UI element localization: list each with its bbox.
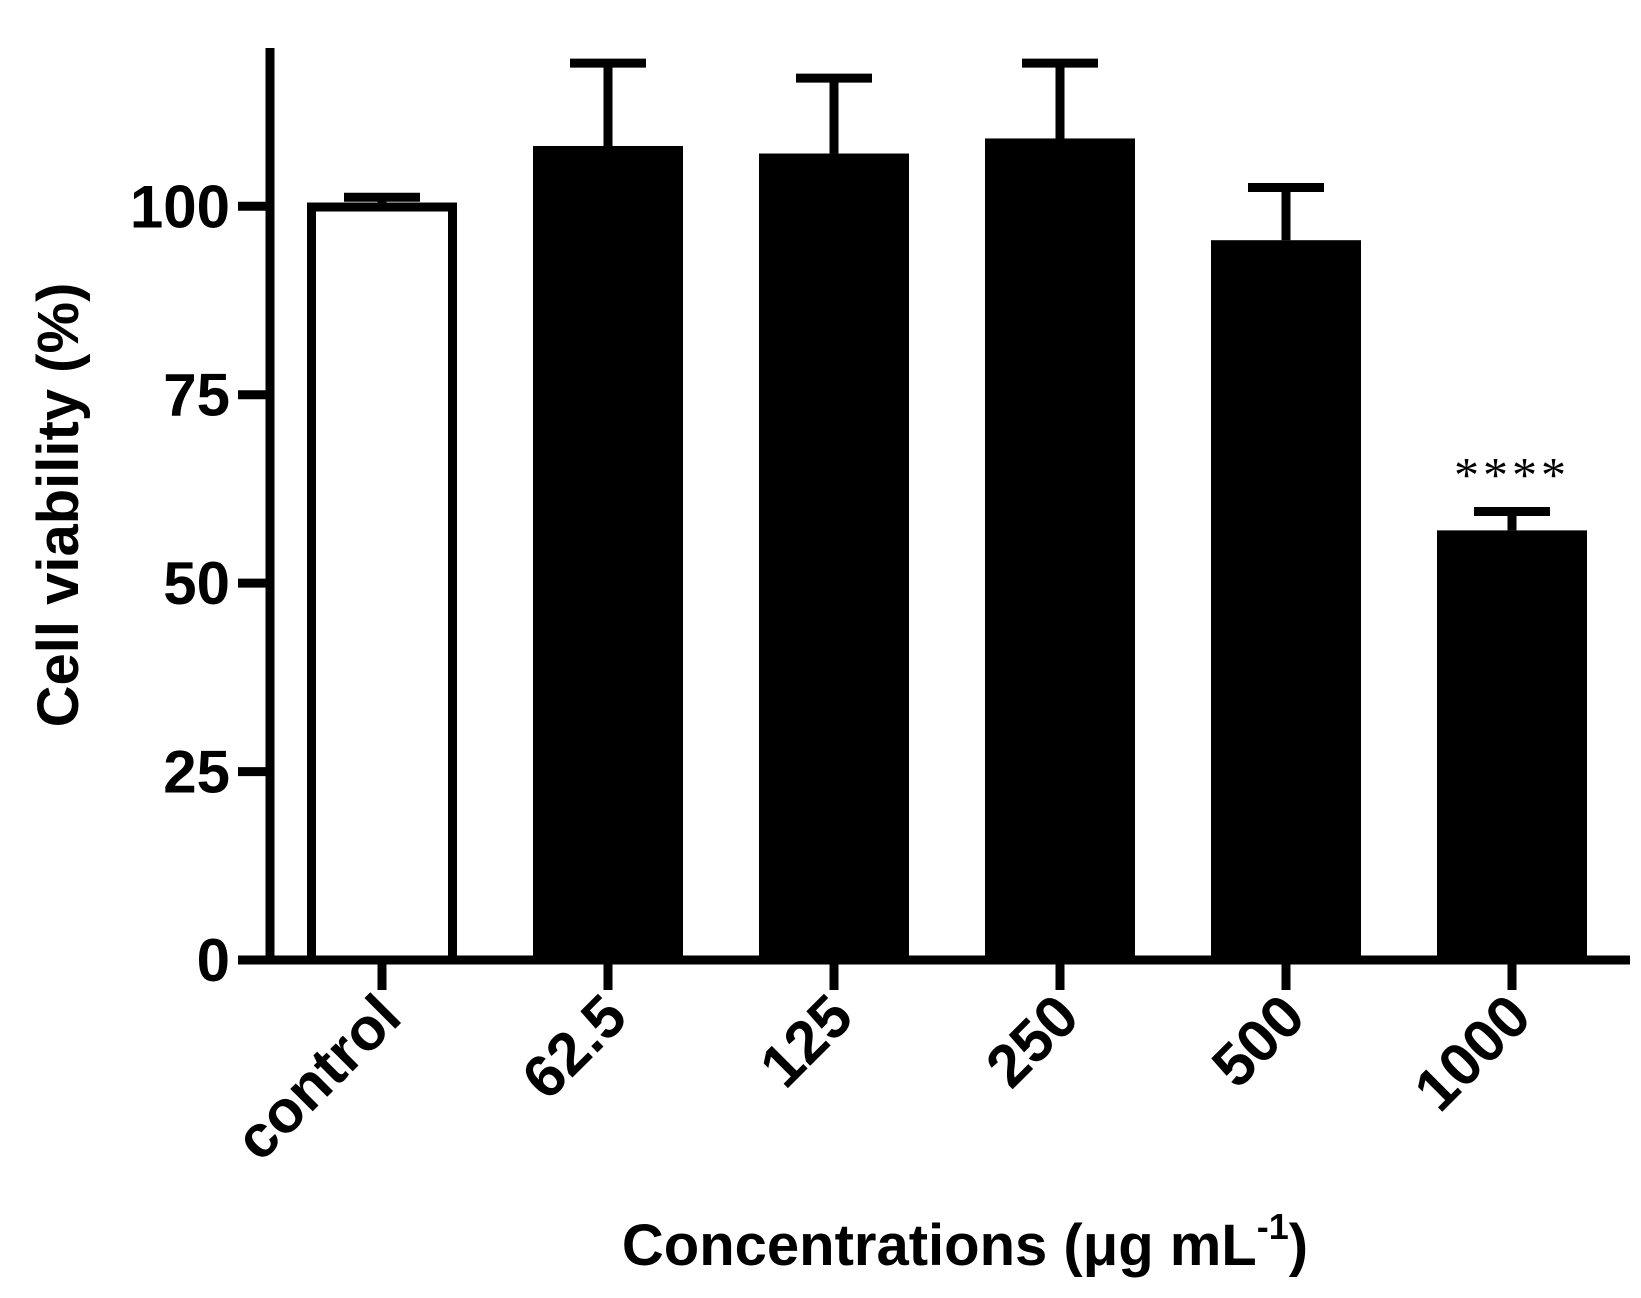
bar-1000 bbox=[1437, 530, 1587, 960]
y-axis-title: Cell viability (%) bbox=[26, 283, 91, 728]
error-bar-control bbox=[344, 192, 420, 203]
x-axis-title-main: Concentrations (μg mL bbox=[622, 1213, 1257, 1278]
bar-125 bbox=[759, 153, 909, 961]
significance-label: **** bbox=[1454, 447, 1570, 503]
y-tick-label: 25 bbox=[163, 739, 230, 806]
bar-250 bbox=[985, 138, 1135, 960]
y-tick-label: 100 bbox=[130, 173, 230, 240]
annotations: **** bbox=[1454, 447, 1570, 503]
y-ticks: 0 25 50 75 100 bbox=[130, 173, 270, 994]
x-tick-label: 62.5 bbox=[509, 982, 639, 1112]
error-bar-500 bbox=[1248, 182, 1324, 241]
error-bar-250 bbox=[1022, 58, 1098, 139]
x-axis-title-close: ) bbox=[1289, 1213, 1308, 1278]
x-ticks: control 62.5 125 250 500 1000 bbox=[222, 960, 1543, 1173]
error-bars-layer bbox=[344, 58, 1550, 531]
x-tick-label: 1000 bbox=[1401, 982, 1543, 1124]
bar-500 bbox=[1211, 240, 1361, 960]
axes-layer bbox=[238, 48, 1630, 965]
y-tick-label: 75 bbox=[163, 362, 230, 429]
x-axis-title: Concentrations (μg mL-1) bbox=[622, 1206, 1308, 1278]
x-tick-label: control bbox=[222, 982, 413, 1173]
x-tick-label: 500 bbox=[1199, 982, 1317, 1100]
y-tick-label: 0 bbox=[197, 927, 230, 994]
error-bar-125 bbox=[796, 73, 872, 154]
x-tick-label: 250 bbox=[973, 982, 1091, 1100]
x-tick-label: 125 bbox=[747, 982, 865, 1100]
error-bar-62.5 bbox=[570, 58, 646, 146]
bars-layer bbox=[307, 138, 1587, 965]
bar-control bbox=[307, 202, 457, 965]
bar-62.5 bbox=[533, 145, 683, 961]
x-axis-title-superscript: -1 bbox=[1257, 1206, 1289, 1247]
error-bar-1000 bbox=[1474, 507, 1550, 531]
y-tick-label: 50 bbox=[163, 550, 230, 617]
